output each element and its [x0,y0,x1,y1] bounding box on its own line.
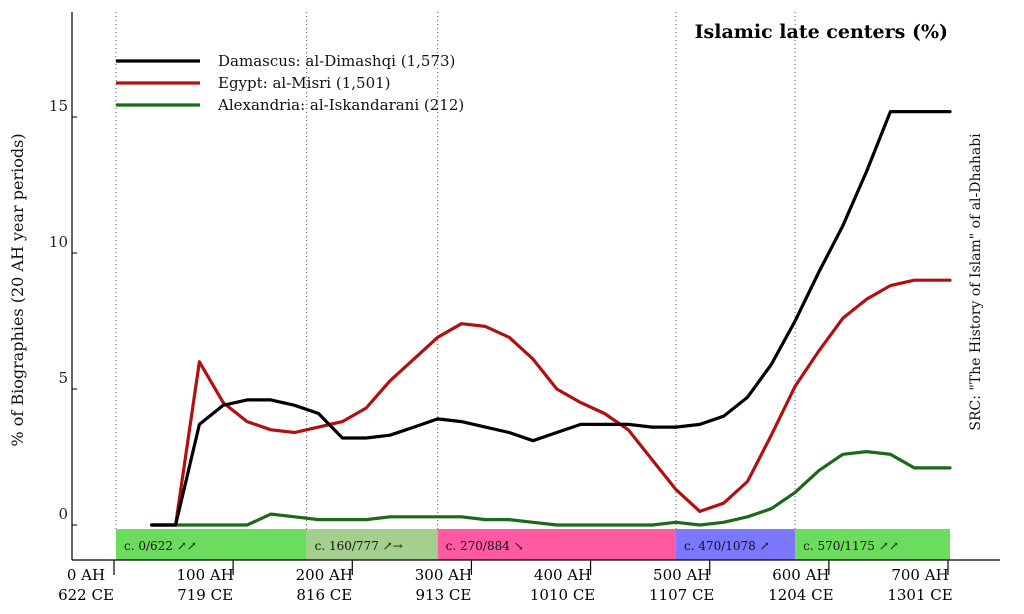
legend: Damascus: al-Dimashqi (1,573) Egypt: al-M… [116,52,464,114]
period-bands: c. 0/622 ↗↗ c. 160/777 ↗→ c. 270/884 ↘ c. 4… [116,529,950,560]
x-tick-ah-label-100: 100 AH [176,566,233,584]
x-tick-ce-label-700: 1301 CE [887,586,952,604]
period-label-5: c. 570/1175 ↗↗ [803,539,899,553]
x-tick-ah-label-300: 300 AH [415,566,472,584]
x-tick-ah-label-700: 700 AH [891,566,948,584]
x-tick-ce-label-400: 1010 CE [530,586,595,604]
y-ticks: 0 5 10 15 [49,97,77,526]
x-tick-ah-label-500: 500 AH [653,566,710,584]
axes [71,12,1000,561]
x-tick-ah-label-400: 400 AH [534,566,591,584]
x-tick-ce-label-100: 719 CE [177,586,233,604]
source-note: SRC: "The History of Islam" of al-Dhahab… [968,133,984,431]
x-tick-ah-label-600: 600 AH [772,566,829,584]
period-band-4 [675,529,796,560]
period-label-3: c. 270/884 ↘ [446,539,524,553]
x-tick-ah-label-200: 200 AH [296,566,353,584]
x-tick-ce-label-0: 622 CE [58,586,114,604]
series-line-1 [150,109,952,527]
y-axis-title: % of Biographies (20 AH year periods) [8,133,27,446]
y-tick-label-0: 0 [58,505,68,523]
y-tick-label-5: 5 [58,369,68,387]
y-tick-label-15: 15 [49,97,68,115]
series-lines [150,109,952,527]
x-tick-ah-label-0: 0 AH [67,566,105,584]
period-label-2: c. 160/777 ↗→ [315,539,403,553]
x-tick-ce-label-500: 1107 CE [649,586,714,604]
chart-title: Islamic late centers (%) [695,21,948,43]
legend-label-1: Damascus: al-Dimashqi (1,573) [218,52,455,70]
series-line-2 [150,278,952,527]
y-tick-label-10: 10 [49,233,68,251]
x-tick-ce-label-600: 1204 CE [768,586,833,604]
legend-label-3: Alexandria: al-Iskandarani (212) [217,96,464,114]
series-line-3 [150,450,952,527]
x-ticks: 0 AH 622 CE 100 AH 719 CE 200 AH 816 CE 300 AH… [58,560,953,604]
period-label-1: c. 0/622 ↗↗ [124,539,197,553]
period-band-3 [437,529,676,560]
x-tick-ce-label-300: 913 CE [416,586,472,604]
period-band-1 [116,529,307,560]
legend-label-2: Egypt: al-Misri (1,501) [218,74,391,92]
period-band-5 [795,529,950,560]
x-tick-ce-label-200: 816 CE [296,586,352,604]
period-label-4: c. 470/1078 ↗ [684,539,770,553]
period-band-2 [306,529,438,560]
